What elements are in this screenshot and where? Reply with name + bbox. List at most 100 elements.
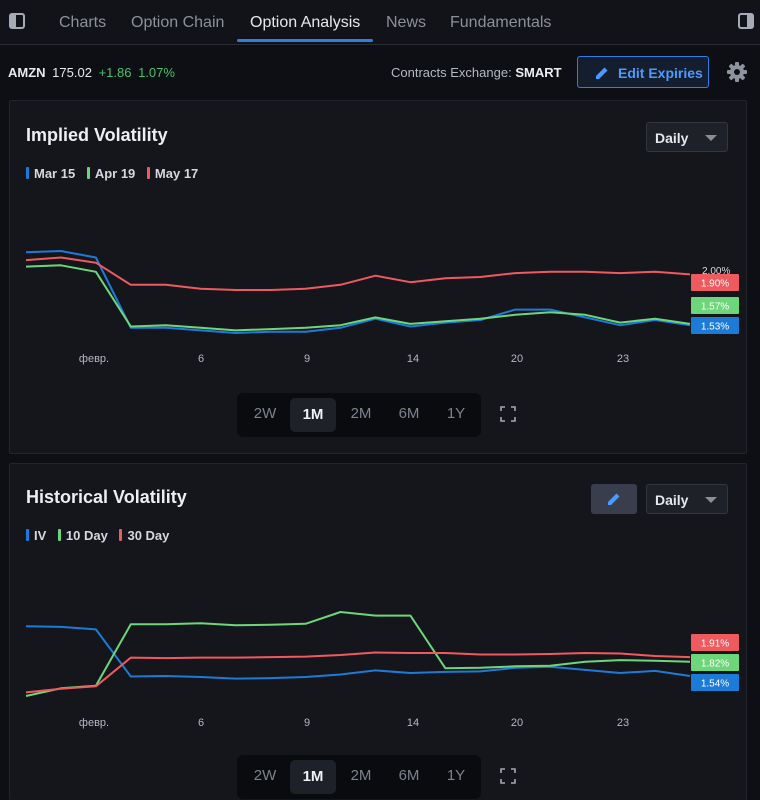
historical-interval-value: Daily: [655, 492, 689, 508]
x-tick-label: февр.: [79, 353, 109, 365]
chevron-down-icon: [705, 135, 717, 141]
legend-swatch: [57, 529, 61, 541]
range-option-2m[interactable]: 2M: [350, 405, 372, 422]
ticker-change-percent: 1.07%: [138, 65, 175, 80]
legend-swatch: [26, 167, 29, 179]
historical-range-selector: 2W 1M 2M 6M 1Y: [237, 755, 481, 799]
value-label-text: 1.82%: [701, 659, 729, 670]
x-tick-label: 20: [511, 717, 523, 729]
historical-interval-select[interactable]: Daily: [646, 484, 728, 514]
value-label-green: 1.57%: [691, 297, 739, 314]
implied-range-selector: 2W 1M 2M 6M 1Y: [237, 393, 481, 437]
tab-charts[interactable]: Charts: [59, 14, 107, 31]
implied-volatility-chart[interactable]: февр. 6 9 14 20 23 1.90% 1.57% 1.53% 2.00%: [10, 101, 746, 391]
implied-interval-select[interactable]: Daily: [646, 122, 728, 152]
edit-expiries-button[interactable]: Edit Expiries: [577, 56, 709, 88]
legend-label: 30 Day: [127, 528, 170, 543]
legend-swatch: [86, 167, 90, 179]
legend-swatch: [26, 529, 29, 541]
tab-news[interactable]: News: [386, 14, 427, 31]
range-option-6m[interactable]: 6M: [398, 405, 420, 422]
value-label-text: 1.53%: [701, 322, 729, 333]
ticker-quote: AMZN 175.02 +1.86 1.07%: [8, 65, 175, 80]
x-tick-label: 23: [617, 353, 629, 365]
range-option-1m[interactable]: 1M: [290, 398, 336, 432]
series-line-may-17: [25, 256, 691, 291]
implied-volatility-panel: Implied Volatility Daily Mar 15 Apr 19 M…: [9, 100, 747, 454]
x-tick-label: 23: [617, 717, 629, 729]
expand-icon[interactable]: [500, 768, 516, 784]
legend-item-10-day[interactable]: 10 Day: [57, 528, 108, 543]
series-line-10-day: [25, 611, 691, 697]
legend-label: May 17: [154, 166, 199, 181]
historical-volatility-chart[interactable]: февр. 6 9 14 20 23 1.91% 1.82% 1.54%: [10, 464, 746, 754]
range-option-2w[interactable]: 2W: [253, 405, 277, 422]
value-label-text: 1.90%: [701, 279, 729, 290]
pencil-icon: [608, 493, 620, 505]
series-line-30-day: [25, 651, 691, 694]
contracts-exchange: Contracts Exchange: SMART: [391, 65, 562, 80]
value-label-blue: 1.53%: [691, 317, 739, 334]
x-tick-label: 9: [304, 353, 310, 365]
x-tick-label: 14: [407, 353, 419, 365]
value-label-green: 1.82%: [691, 654, 739, 671]
x-tick-label: 6: [198, 717, 204, 729]
legend-item-may-17[interactable]: May 17: [146, 166, 199, 181]
legend-swatch: [119, 529, 123, 541]
legend-item-iv[interactable]: IV: [26, 528, 46, 543]
value-label-red: 1.90%: [691, 274, 739, 291]
historical-legend: IV 10 Day 30 Day: [26, 528, 177, 543]
range-option-1y[interactable]: 1Y: [446, 405, 466, 422]
tab-fundamentals[interactable]: Fundamentals: [450, 14, 552, 31]
legend-swatch: [146, 167, 150, 179]
legend-item-apr-19[interactable]: Apr 19: [86, 166, 136, 181]
historical-volatility-panel: Historical Volatility Daily IV 10 Day 30…: [9, 463, 747, 800]
implied-volatility-title: Implied Volatility: [26, 125, 168, 145]
tab-option-analysis[interactable]: Option Analysis: [250, 14, 361, 31]
series-line-mar-15: [25, 250, 691, 334]
value-label-text: 1.57%: [701, 302, 729, 313]
tab-option-chain[interactable]: Option Chain: [131, 14, 225, 31]
ticker-symbol[interactable]: AMZN: [8, 65, 46, 80]
value-label-text: 1.91%: [701, 639, 729, 650]
series-line-apr-19: [25, 264, 691, 332]
x-tick-label: 20: [511, 353, 523, 365]
top-nav: Charts Option Chain Option Analysis News…: [0, 0, 760, 45]
value-label-red: 1.91%: [691, 634, 739, 651]
series-line-iv: [25, 625, 691, 680]
range-option-6m[interactable]: 6M: [398, 767, 420, 784]
legend-label: Mar 15: [34, 166, 76, 181]
implied-legend: Mar 15 Apr 19 May 17: [26, 166, 206, 181]
legend-label: 10 Day: [65, 528, 108, 543]
value-label-blue: 1.54%: [691, 674, 739, 691]
value-label-text: 1.54%: [701, 679, 729, 690]
historical-volatility-title: Historical Volatility: [26, 487, 187, 507]
expand-icon[interactable]: [500, 406, 516, 422]
range-option-1m[interactable]: 1M: [290, 760, 336, 794]
gear-icon[interactable]: [726, 61, 748, 83]
x-tick-label: 9: [304, 717, 310, 729]
edit-studies-button[interactable]: [591, 484, 637, 514]
range-option-2w[interactable]: 2W: [253, 767, 277, 784]
legend-label: Apr 19: [94, 166, 136, 181]
x-tick-label: 14: [407, 717, 419, 729]
pencil-icon: [596, 67, 608, 79]
active-tab-indicator: [237, 39, 373, 42]
range-option-1y[interactable]: 1Y: [446, 767, 466, 784]
ticker-price: 175.02: [52, 65, 92, 80]
legend-item-mar-15[interactable]: Mar 15: [26, 166, 75, 181]
x-tick-label: февр.: [79, 717, 109, 729]
implied-interval-value: Daily: [655, 130, 689, 146]
value-label-top: 2.00%: [702, 266, 730, 277]
toggle-left-panel-icon[interactable]: [9, 13, 25, 29]
chevron-down-icon: [705, 497, 717, 503]
contracts-exchange-value: SMART: [515, 65, 562, 80]
toggle-right-panel-icon[interactable]: [738, 13, 754, 29]
legend-label: IV: [34, 528, 47, 543]
x-tick-label: 6: [198, 353, 204, 365]
contracts-exchange-label: Contracts Exchange:: [391, 65, 512, 80]
ticker-change: +1.86: [98, 65, 132, 80]
range-option-2m[interactable]: 2M: [350, 767, 372, 784]
legend-item-30-day[interactable]: 30 Day: [119, 528, 169, 543]
edit-expiries-label: Edit Expiries: [618, 65, 703, 81]
